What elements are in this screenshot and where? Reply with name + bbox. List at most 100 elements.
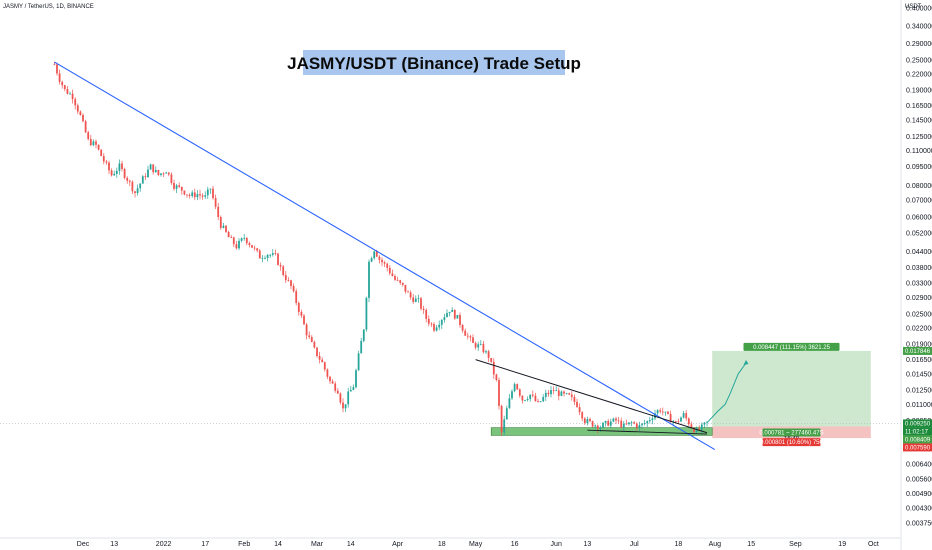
candle-body	[365, 297, 368, 330]
candle-body	[212, 188, 214, 198]
candle-body	[378, 256, 381, 260]
candle-body	[206, 189, 209, 196]
candle-body	[225, 225, 227, 233]
candle-body	[695, 428, 698, 433]
candle-body	[219, 216, 222, 228]
time-tick-label: 18	[438, 541, 446, 548]
candle-body	[336, 390, 339, 394]
candle-body	[459, 315, 461, 326]
candle-body	[56, 64, 58, 74]
candle-body	[620, 420, 623, 428]
stop-label: 0.000801 (10.60%) 750	[760, 440, 823, 446]
candle-body	[290, 280, 292, 286]
candle-body	[347, 391, 350, 405]
candle-body	[326, 369, 329, 377]
candle-body	[617, 420, 620, 422]
candle-body	[638, 425, 641, 428]
candle-body	[669, 413, 672, 423]
candle-body	[430, 323, 433, 325]
candle-body	[287, 280, 290, 281]
candle-body	[251, 245, 253, 248]
candle-body	[253, 247, 256, 249]
candle-body	[134, 191, 136, 194]
candle-body	[144, 176, 147, 178]
candle-body	[204, 195, 207, 197]
candle-body	[191, 192, 194, 196]
candle-body	[256, 248, 259, 251]
candle-body	[630, 422, 633, 424]
candle-body	[453, 309, 456, 319]
candle-body	[264, 257, 266, 259]
candle-body	[438, 324, 441, 328]
candle-body	[435, 327, 438, 331]
candle-body	[394, 276, 396, 280]
candle-body	[557, 390, 560, 396]
time-axis[interactable]: Dec 13 2022 17 Feb 14 Mar 14 Apr 18 May 16 Jun 13 Jul 1…	[0, 537, 901, 548]
target-profit-zone	[712, 350, 871, 427]
candle-body	[560, 391, 563, 396]
candle-body	[591, 421, 594, 427]
candle-body	[227, 232, 230, 238]
candle-body	[656, 410, 659, 414]
candle-body	[508, 398, 511, 409]
descending-trendline	[54, 61, 716, 451]
candle-body	[316, 347, 318, 357]
target-price-tag: 0.017846	[905, 349, 931, 355]
candle-body	[552, 390, 555, 391]
position-labels: 0.008447 (111.15%) 3621.25 0.000781 ~ 277…	[743, 342, 840, 447]
candle-body	[118, 163, 121, 171]
candle-body	[71, 93, 74, 100]
candle-body	[261, 258, 264, 259]
countdown-tag: 11:02:17	[905, 429, 929, 435]
candle-body	[201, 195, 204, 197]
projected-move-arrow	[743, 359, 749, 365]
candle-body	[370, 258, 373, 262]
candles-group	[53, 61, 708, 436]
candle-body	[565, 393, 568, 395]
trendlines-group	[54, 61, 749, 451]
time-tick-label: 15	[747, 541, 755, 548]
stop-price-tag: 0.007590	[905, 445, 931, 451]
candle-body	[232, 237, 235, 245]
candle-body	[513, 384, 516, 392]
target-label: 0.008447 (111.15%) 3621.25	[753, 345, 831, 351]
candle-body	[102, 156, 105, 162]
candle-body	[269, 254, 272, 256]
candle-body	[222, 225, 225, 228]
candle-body	[495, 374, 498, 381]
candle-body	[521, 395, 524, 401]
candle-body	[175, 185, 178, 189]
candle-body	[183, 190, 186, 195]
time-tick-label: 19	[838, 541, 846, 548]
entry-price-tag-bg	[903, 435, 932, 444]
candle-body	[368, 261, 370, 298]
candle-body	[693, 428, 695, 433]
time-tick-label: Dec	[77, 541, 90, 548]
candle-body	[391, 273, 394, 277]
candle-body	[690, 424, 693, 429]
candle-body	[401, 282, 404, 285]
candle-body	[674, 421, 677, 422]
symbol-info: JASMY / TetherUS, 1D, BINANCE	[3, 4, 94, 10]
candle-body	[362, 329, 365, 341]
candle-body	[550, 390, 552, 395]
candle-body	[651, 418, 654, 421]
candle-body	[440, 319, 443, 325]
candle-body	[74, 99, 77, 106]
candle-body	[100, 149, 103, 157]
chart-title: JASMY/USDT (Binance) Trade Setup	[287, 54, 581, 73]
candle-body	[544, 392, 547, 398]
price-tick-label: 0.011000	[906, 402, 932, 409]
